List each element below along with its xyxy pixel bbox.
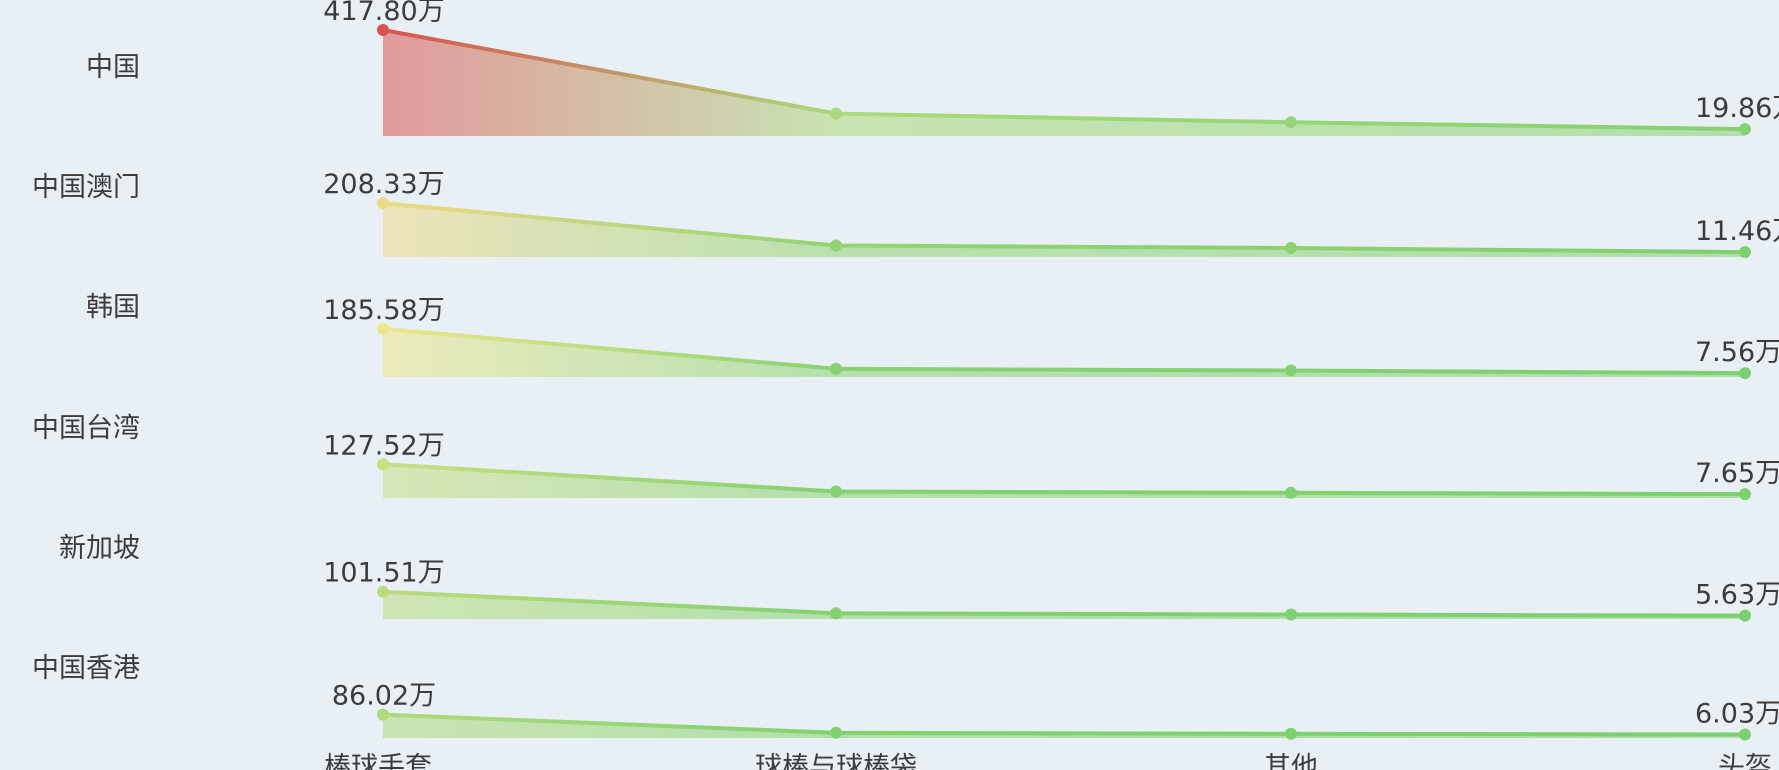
data-point[interactable] <box>377 24 389 36</box>
data-point[interactable] <box>830 726 842 739</box>
data-point[interactable] <box>1739 367 1751 380</box>
area-fill <box>383 591 1745 619</box>
series-line <box>382 589 1746 618</box>
value-label-first: 101.51万 <box>323 558 444 589</box>
area-fill <box>383 464 1745 498</box>
data-point[interactable] <box>377 585 389 598</box>
data-point[interactable] <box>1739 123 1751 136</box>
series-line <box>382 201 1746 255</box>
row-4: 中国台湾 127.52万 7.65万 <box>32 413 1779 501</box>
data-point[interactable] <box>1285 116 1297 129</box>
value-label-last: 11.46万 <box>1695 216 1779 247</box>
data-point[interactable] <box>377 458 389 471</box>
series-line <box>382 462 1746 497</box>
data-point[interactable] <box>830 485 842 498</box>
data-point[interactable] <box>377 322 389 335</box>
x-tick-label: 球棒与球棒袋 <box>755 752 917 770</box>
row-label: 新加坡 <box>59 533 140 564</box>
data-point[interactable] <box>1285 242 1297 254</box>
series-line <box>382 326 1746 376</box>
value-label-first: 127.52万 <box>323 430 444 461</box>
data-point[interactable] <box>1285 364 1297 377</box>
area-fill <box>383 203 1745 257</box>
data-point[interactable] <box>1739 488 1751 501</box>
data-point[interactable] <box>377 708 389 721</box>
data-point[interactable] <box>1739 609 1751 622</box>
data-point[interactable] <box>830 107 842 120</box>
data-point[interactable] <box>830 362 842 375</box>
area-fill <box>383 714 1745 738</box>
value-label-last: 19.86万 <box>1695 93 1779 124</box>
row-label: 中国香港 <box>32 653 140 684</box>
row-5: 新加坡 101.51万 5.63万 <box>59 533 1779 622</box>
row-3: 韩国 185.58万 7.56万 <box>86 292 1779 380</box>
value-label-last: 6.03万 <box>1695 698 1779 729</box>
data-point[interactable] <box>1285 486 1297 499</box>
series-line <box>382 28 1746 132</box>
value-label-last: 7.56万 <box>1695 337 1779 368</box>
data-point[interactable] <box>830 239 842 252</box>
series-line <box>382 712 1746 737</box>
value-label-first: 417.80万 <box>323 0 444 27</box>
data-point[interactable] <box>830 607 842 620</box>
data-point[interactable] <box>1285 608 1297 621</box>
x-tick-label: 头盔 <box>1718 752 1772 770</box>
row-1: 中国 417.80万 19.86万 <box>86 0 1779 136</box>
x-tick-label: 其他 <box>1264 752 1318 770</box>
value-label-last: 7.65万 <box>1695 458 1779 489</box>
value-label-first: 185.58万 <box>323 295 444 326</box>
x-tick-label: 棒球手套 <box>324 752 432 770</box>
value-label-first: 208.33万 <box>323 169 444 200</box>
row-label: 中国澳门 <box>32 172 140 203</box>
value-label-last: 5.63万 <box>1695 580 1779 611</box>
area-fill <box>383 328 1745 377</box>
row-label: 中国台湾 <box>32 413 140 444</box>
data-point[interactable] <box>1739 728 1751 741</box>
data-point[interactable] <box>1739 246 1751 259</box>
row-6: 中国香港 86.02万 6.03万 <box>32 653 1779 741</box>
row-label: 中国 <box>86 52 140 83</box>
data-point[interactable] <box>1285 727 1297 740</box>
data-point[interactable] <box>377 197 389 210</box>
row-2: 中国澳门 208.33万 11.46万 <box>32 169 1779 259</box>
x-axis: 棒球手套 球棒与球棒袋 其他 头盔 <box>324 752 1772 770</box>
area-fill <box>383 30 1745 136</box>
rows-layer: 中国 417.80万 19.86万中国澳门 208.33万 11.46万韩国 185.58… <box>32 0 1779 741</box>
value-label-first: 86.02万 <box>332 681 436 712</box>
row-label: 韩国 <box>86 292 140 323</box>
